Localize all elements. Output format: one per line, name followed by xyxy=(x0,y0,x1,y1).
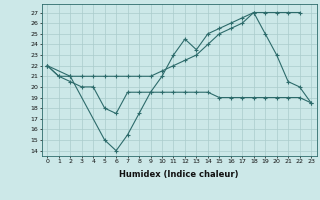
X-axis label: Humidex (Indice chaleur): Humidex (Indice chaleur) xyxy=(119,170,239,179)
